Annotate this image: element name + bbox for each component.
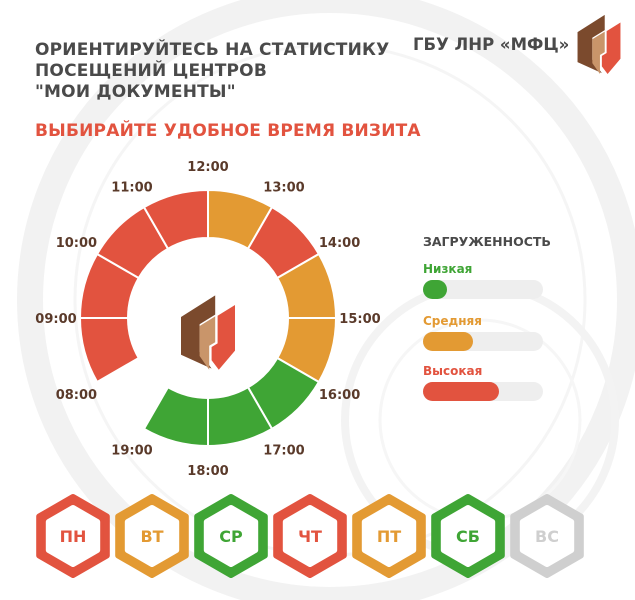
day-label: СБ (456, 527, 480, 546)
hour-label: 09:00 (35, 312, 76, 327)
legend-bar-fill (423, 280, 447, 299)
day-badge-ВТ: ВТ (115, 494, 189, 578)
legend-item-medium: Средняя (423, 314, 545, 351)
legend-item-high: Высокая (423, 364, 545, 401)
headline-line: "МОИ ДОКУМЕНТЫ" (35, 82, 236, 102)
day-label: ВТ (140, 527, 163, 546)
day-label: ПТ (377, 527, 401, 546)
day-badge-ВС: ВС (510, 494, 584, 578)
legend-bar-track (423, 332, 543, 351)
mfc-logo-icon (577, 14, 621, 75)
headline-line: ОРИЕНТИРУЙТЕСЬ НА СТАТИСТИКУ (35, 40, 390, 60)
hour-label: 15:00 (339, 312, 380, 327)
legend-label: Высокая (423, 364, 483, 378)
legend-item-low: Низкая (423, 262, 545, 299)
hour-label: 11:00 (111, 180, 152, 195)
hour-label: 14:00 (319, 236, 360, 251)
day-label: СР (219, 527, 243, 546)
headline: ОРИЕНТИРУЙТЕСЬ НА СТАТИСТИКУ ПОСЕЩЕНИЙ Ц… (35, 40, 389, 103)
legend-label: Низкая (423, 262, 473, 276)
day-badge-СБ: СБ (431, 494, 505, 578)
day-label: ПН (60, 527, 87, 546)
legend-bar-fill (423, 332, 474, 351)
legend-bar-track (423, 382, 543, 401)
legend-title: ЗАГРУЖЕННОСТЬ (423, 234, 551, 249)
hour-label: 08:00 (56, 388, 97, 403)
day-badge-ЧТ: ЧТ (273, 494, 347, 578)
legend-label: Средняя (423, 314, 482, 328)
hour-label: 10:00 (56, 236, 97, 251)
day-label: ЧТ (298, 527, 322, 546)
day-badge-ПН: ПН (36, 494, 110, 578)
hour-label: 13:00 (263, 180, 304, 195)
day-label: ВС (535, 527, 559, 546)
hour-label: 12:00 (187, 160, 228, 175)
hour-label: 16:00 (319, 388, 360, 403)
mfc-logo-center-icon (181, 295, 235, 370)
hour-label: 18:00 (187, 464, 228, 479)
subheadline: ВЫБИРАЙТЕ УДОБНОЕ ВРЕМЯ ВИЗИТА (35, 121, 421, 141)
hour-label: 17:00 (263, 444, 304, 459)
legend-bar-fill (423, 382, 499, 401)
headline-line: ПОСЕЩЕНИЙ ЦЕНТРОВ (35, 61, 267, 81)
legend-bar-track (423, 280, 543, 299)
organization-name: ГБУ ЛНР «МФЦ» (413, 35, 570, 54)
hour-segment-1800 (142, 385, 209, 448)
hour-label: 19:00 (111, 444, 152, 459)
day-badge-ПТ: ПТ (352, 494, 426, 578)
day-badge-СР: СР (194, 494, 268, 578)
